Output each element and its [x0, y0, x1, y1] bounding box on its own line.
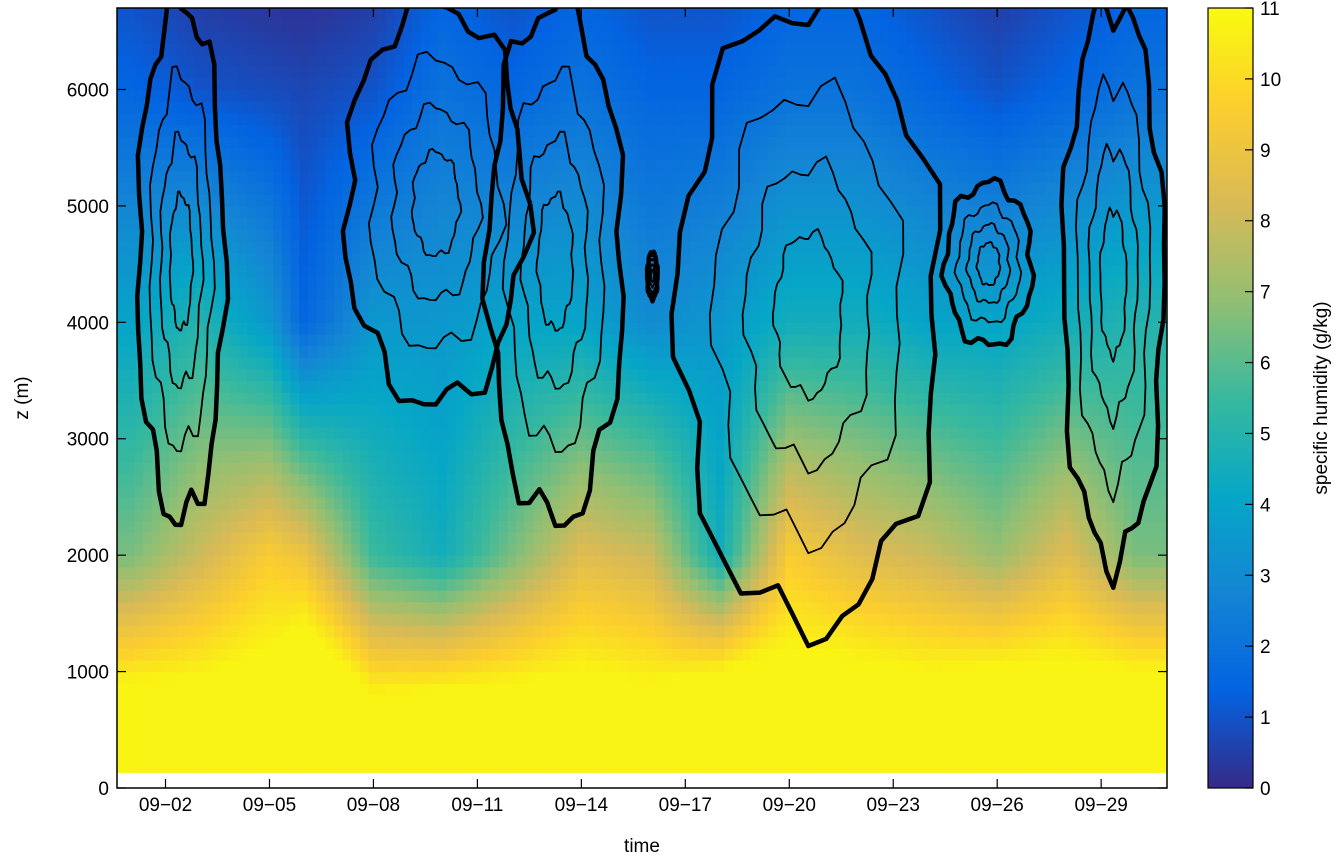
x-tick-label: 09−26 [971, 795, 1024, 816]
contour-outer [1059, 8, 1167, 590]
y-tick-label: 0 [98, 779, 109, 800]
y-tick-label: 4000 [67, 313, 109, 334]
x-tick-label: 09−20 [763, 795, 816, 816]
contour-inner [1098, 206, 1128, 363]
contour-inner [367, 51, 508, 350]
colorbar-tick-label: 11 [1260, 0, 1280, 20]
x-axis: 09−02 09−05 09−08 09−11 09−14 09−17 09−20 09−23… [139, 8, 1128, 816]
colorbar-label: specific humidity (g/kg) [1311, 301, 1332, 494]
colorbar: 0 1 2 3 4 5 6 7 8 9 10 11 specific humidity (g/kg) [1207, 0, 1332, 800]
contour-inner [965, 221, 1012, 304]
contour-inner [501, 65, 606, 454]
contour-inner [648, 263, 656, 289]
x-tick-label: 09−23 [867, 795, 920, 816]
contour-outer [134, 8, 231, 528]
contour-inner [148, 65, 216, 453]
x-tick-label: 09−11 [451, 795, 503, 816]
x-axis-label: time [624, 836, 660, 857]
contour-outer [480, 8, 626, 529]
y-tick-label: 5000 [67, 197, 109, 218]
colorbar-tick-label: 0 [1260, 779, 1271, 800]
colorbar-ticks: 0 1 2 3 4 5 6 7 8 9 10 11 [1245, 0, 1281, 800]
y-tick-label: 6000 [67, 80, 109, 101]
colorbar-tick-label: 9 [1260, 141, 1271, 162]
contour-inner [741, 155, 873, 475]
contour-inner [168, 190, 195, 332]
colorbar-tick-label: 4 [1260, 495, 1271, 516]
x-tick-label: 09−14 [555, 795, 609, 816]
contour-inner [1087, 142, 1139, 430]
y-axis-label: z (m) [12, 376, 33, 419]
plot-area [117, 8, 1167, 788]
x-tick-label: 09−02 [139, 795, 192, 816]
contour-outer [644, 249, 661, 304]
contour-inner [535, 190, 574, 332]
contour-inner [771, 227, 844, 402]
contour-inner [708, 76, 905, 555]
y-tick-label: 2000 [67, 546, 109, 567]
colorbar-tick-label: 8 [1260, 212, 1271, 233]
contour-inner [975, 240, 1002, 287]
x-tick-label: 09−05 [243, 795, 296, 816]
contour-outer [340, 8, 537, 407]
colorbar-tick-label: 7 [1260, 283, 1271, 304]
x-tick-label: 09−29 [1074, 795, 1127, 816]
contour-inner [410, 148, 463, 258]
plot-frame [116, 7, 1168, 789]
contour-inner [953, 201, 1023, 324]
colorbar-tick-label: 3 [1260, 566, 1271, 587]
colorbar-tick-label: 6 [1260, 354, 1271, 375]
contour-outer [939, 175, 1037, 348]
colorbar-tick-label: 1 [1260, 708, 1271, 729]
cloud-contours [134, 8, 1167, 649]
colorbar-tick-label: 2 [1260, 637, 1271, 658]
colorbar-tick-label: 5 [1260, 424, 1271, 445]
contour-outer [669, 8, 943, 649]
contour-inner [647, 257, 658, 296]
y-axis: 0 1000 2000 3000 4000 5000 6000 [67, 80, 1167, 800]
x-tick-label: 09−17 [659, 795, 712, 816]
contour-inner [650, 268, 655, 284]
colorbar-tick-label: 10 [1260, 70, 1281, 91]
contour-inner [519, 130, 589, 390]
contour-inner [390, 101, 484, 302]
y-tick-label: 1000 [67, 663, 109, 684]
contour-inner [159, 130, 205, 390]
contour-inner [1075, 73, 1152, 504]
y-tick-label: 3000 [67, 430, 109, 451]
humidity-field [117, 8, 1167, 788]
x-tick-label: 09−08 [347, 795, 400, 816]
colorbar-scale [1207, 7, 1254, 789]
surface-floor [117, 772, 1167, 788]
